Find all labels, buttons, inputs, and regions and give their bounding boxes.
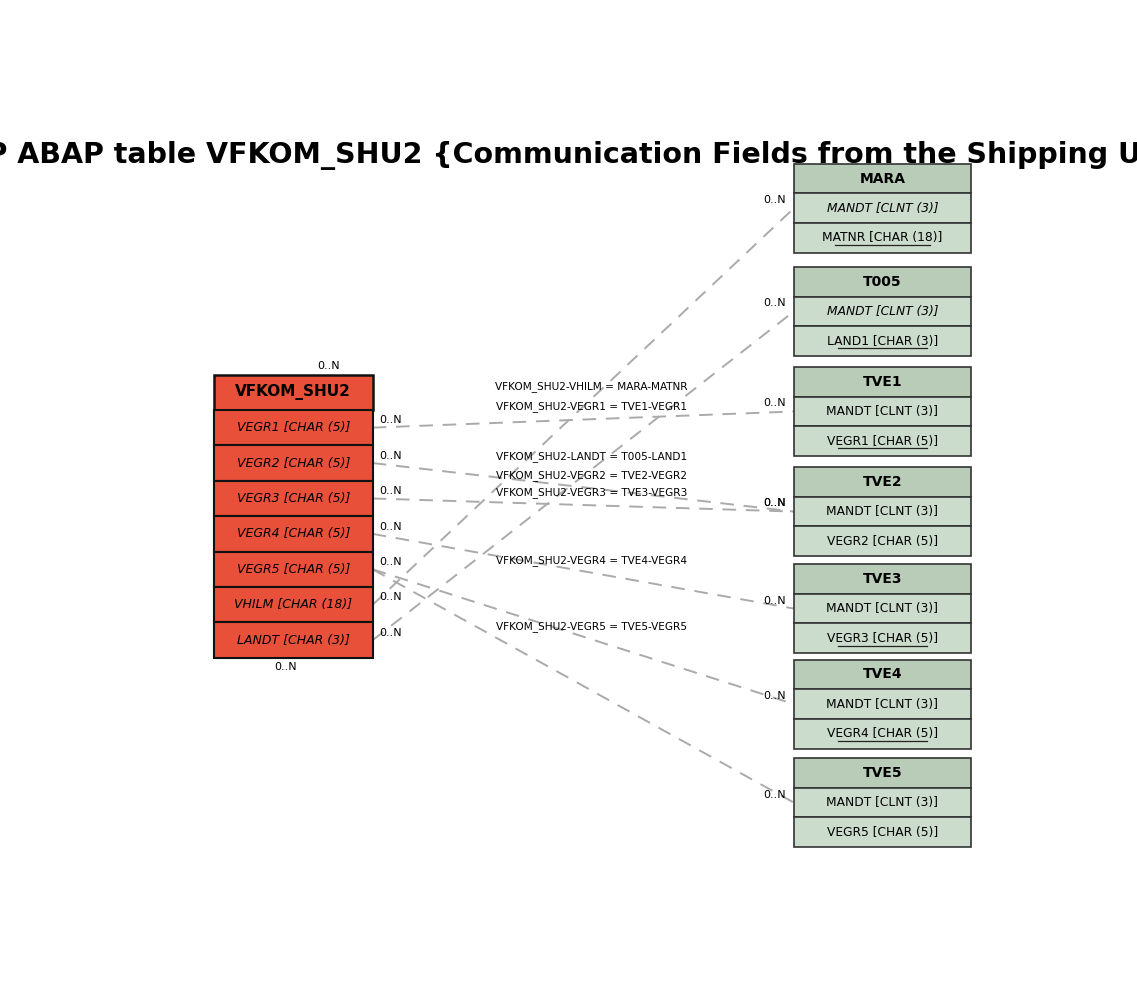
Bar <box>794 788 971 818</box>
Text: VEGR5 [CHAR (5)]: VEGR5 [CHAR (5)] <box>236 563 350 576</box>
Text: VEGR1 [CHAR (5)]: VEGR1 [CHAR (5)] <box>236 421 350 434</box>
Text: 0..N: 0..N <box>379 487 401 497</box>
Bar <box>214 622 373 658</box>
Text: 0..N: 0..N <box>764 691 786 701</box>
Text: 0..N: 0..N <box>379 592 401 602</box>
Text: VFKOM_SHU2-VEGR5 = TVE5-VEGR5: VFKOM_SHU2-VEGR5 = TVE5-VEGR5 <box>496 621 687 632</box>
Bar <box>794 497 971 526</box>
Text: VEGR3 [CHAR (5)]: VEGR3 [CHAR (5)] <box>236 492 350 504</box>
Text: MANDT [CLNT (3)]: MANDT [CLNT (3)] <box>827 505 938 518</box>
Text: VEGR4 [CHAR (5)]: VEGR4 [CHAR (5)] <box>827 727 938 740</box>
Bar <box>214 410 373 446</box>
Bar <box>794 296 971 326</box>
Bar <box>794 427 971 456</box>
Text: VHILM [CHAR (18)]: VHILM [CHAR (18)] <box>234 598 352 611</box>
Text: MANDT [CLNT (3)]: MANDT [CLNT (3)] <box>827 698 938 711</box>
Text: 0..N: 0..N <box>764 498 786 508</box>
Text: TVE5: TVE5 <box>863 766 902 780</box>
Bar <box>794 164 971 193</box>
Text: VFKOM_SHU2-VEGR2 = TVE2-VEGR2: VFKOM_SHU2-VEGR2 = TVE2-VEGR2 <box>496 471 687 482</box>
Text: VFKOM_SHU2: VFKOM_SHU2 <box>235 384 351 400</box>
Text: VEGR2 [CHAR (5)]: VEGR2 [CHAR (5)] <box>827 534 938 547</box>
Text: VFKOM_SHU2-VEGR1 = TVE1-VEGR1: VFKOM_SHU2-VEGR1 = TVE1-VEGR1 <box>496 402 687 413</box>
Text: TVE2: TVE2 <box>863 475 902 489</box>
Text: VEGR5 [CHAR (5)]: VEGR5 [CHAR (5)] <box>827 826 938 838</box>
Text: 0..N: 0..N <box>379 521 401 531</box>
Text: MANDT [CLNT (3)]: MANDT [CLNT (3)] <box>827 797 938 810</box>
Bar <box>794 623 971 653</box>
Text: SAP ABAP table VFKOM_SHU2 {Communication Fields from the Shipping Units}: SAP ABAP table VFKOM_SHU2 {Communication… <box>0 142 1137 170</box>
Bar <box>794 689 971 719</box>
Text: VEGR2 [CHAR (5)]: VEGR2 [CHAR (5)] <box>236 457 350 470</box>
Bar <box>794 397 971 427</box>
Text: VEGR4 [CHAR (5)]: VEGR4 [CHAR (5)] <box>236 527 350 540</box>
Bar <box>794 660 971 689</box>
Text: T005: T005 <box>863 275 902 289</box>
Bar <box>794 526 971 556</box>
Text: 0..N: 0..N <box>379 451 401 461</box>
Text: 0..N: 0..N <box>274 662 297 672</box>
Text: MANDT [CLNT (3)]: MANDT [CLNT (3)] <box>827 405 938 418</box>
Bar <box>794 468 971 497</box>
Text: MANDT [CLNT (3)]: MANDT [CLNT (3)] <box>827 602 938 615</box>
Bar <box>794 758 971 788</box>
Bar <box>214 375 373 410</box>
Text: VFKOM_SHU2-VEGR4 = TVE4-VEGR4: VFKOM_SHU2-VEGR4 = TVE4-VEGR4 <box>496 555 687 566</box>
Text: 0..N: 0..N <box>764 298 786 308</box>
Text: 0..N: 0..N <box>317 362 340 372</box>
Text: 0..N: 0..N <box>764 790 786 800</box>
Text: 0..N: 0..N <box>764 195 786 205</box>
Bar <box>794 267 971 296</box>
Text: VEGR3 [CHAR (5)]: VEGR3 [CHAR (5)] <box>827 632 938 645</box>
Bar <box>794 719 971 749</box>
Text: 0..N: 0..N <box>764 595 786 605</box>
Bar <box>214 587 373 622</box>
Bar <box>794 594 971 623</box>
Text: 0..N: 0..N <box>379 416 401 426</box>
Text: VFKOM_SHU2-VEGR3 = TVE3-VEGR3: VFKOM_SHU2-VEGR3 = TVE3-VEGR3 <box>496 488 688 498</box>
Text: LANDT [CHAR (3)]: LANDT [CHAR (3)] <box>236 634 350 647</box>
Text: MARA: MARA <box>860 171 905 185</box>
Text: 0..N: 0..N <box>764 498 786 508</box>
Text: LAND1 [CHAR (3)]: LAND1 [CHAR (3)] <box>827 335 938 348</box>
Text: 0..N: 0..N <box>764 399 786 409</box>
Bar <box>214 551 373 587</box>
Text: MANDT [CLNT (3)]: MANDT [CLNT (3)] <box>827 305 938 318</box>
Text: MATNR [CHAR (18)]: MATNR [CHAR (18)] <box>822 231 943 244</box>
Bar <box>794 564 971 594</box>
Bar <box>794 193 971 223</box>
Bar <box>214 446 373 481</box>
Bar <box>794 223 971 252</box>
Bar <box>794 367 971 397</box>
Text: TVE4: TVE4 <box>863 667 902 681</box>
Text: VFKOM_SHU2-VHILM = MARA-MATNR: VFKOM_SHU2-VHILM = MARA-MATNR <box>496 381 688 392</box>
Text: VEGR1 [CHAR (5)]: VEGR1 [CHAR (5)] <box>827 435 938 448</box>
Bar <box>214 516 373 551</box>
Text: 0..N: 0..N <box>379 628 401 638</box>
Text: 0..N: 0..N <box>379 557 401 567</box>
Bar <box>214 481 373 516</box>
Bar <box>794 326 971 356</box>
Bar <box>794 818 971 847</box>
Text: VFKOM_SHU2-LANDT = T005-LAND1: VFKOM_SHU2-LANDT = T005-LAND1 <box>496 452 687 463</box>
Text: MANDT [CLNT (3)]: MANDT [CLNT (3)] <box>827 201 938 214</box>
Text: TVE3: TVE3 <box>863 572 902 586</box>
Text: TVE1: TVE1 <box>863 375 902 389</box>
